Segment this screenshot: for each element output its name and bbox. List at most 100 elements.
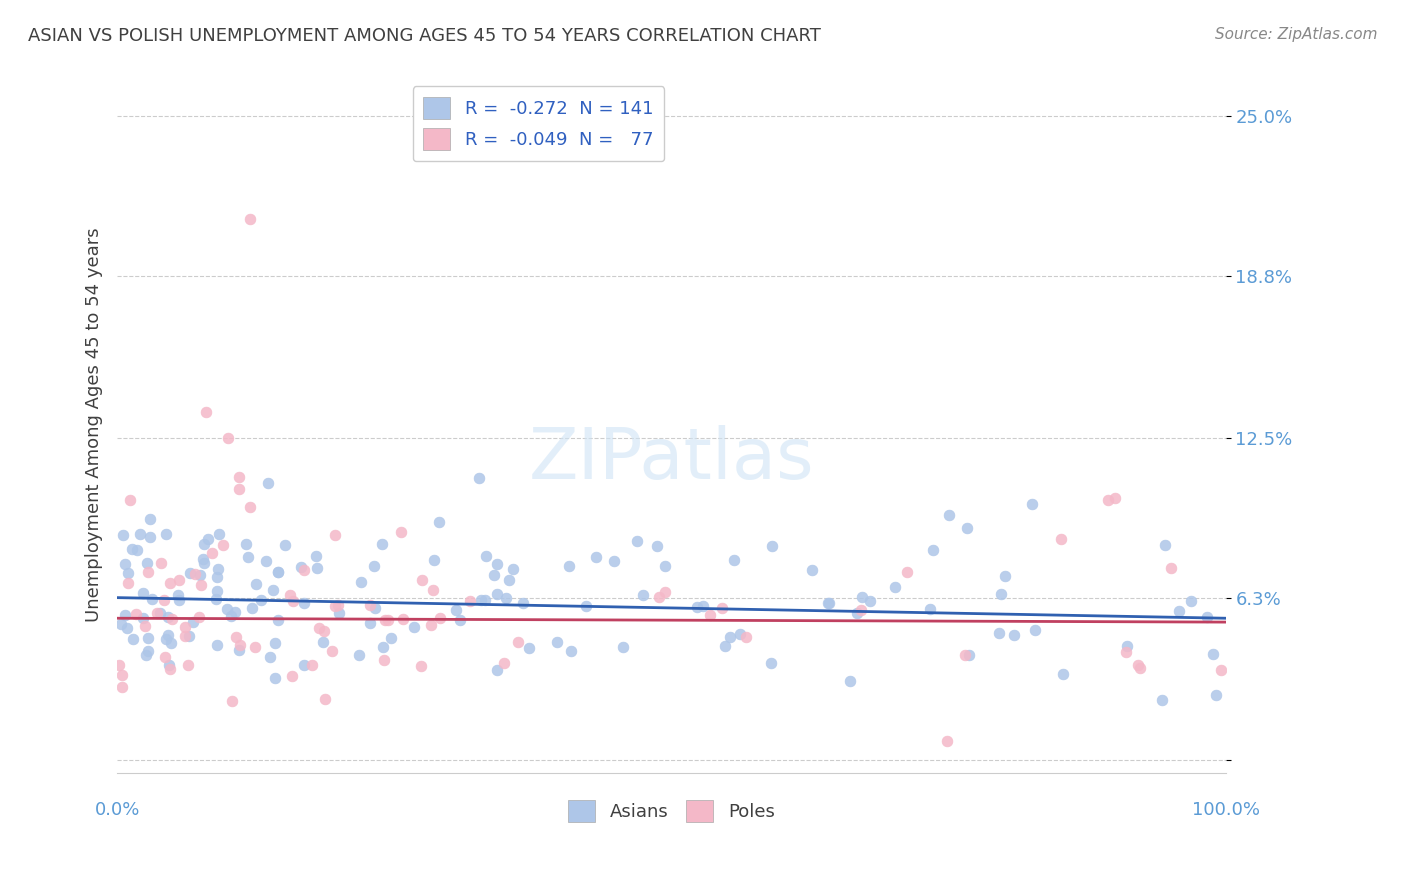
Point [380,631,402,645]
Point [458,594,481,608]
Text: 100.0%: 100.0% [1192,800,1260,819]
Point [193,557,215,571]
Point [167,573,190,587]
Point [392,611,415,625]
Point [292,563,315,577]
Point [177,629,200,643]
Point [127,542,149,557]
Point [1002,628,1025,642]
Point [404,620,426,634]
Point [136,644,159,658]
Point [155,632,177,647]
Point [136,632,159,646]
Point [492,657,515,671]
Point [245,577,267,591]
Point [718,630,741,644]
Point [114,607,136,622]
Point [990,586,1012,600]
Point [149,607,172,621]
Point [278,589,301,603]
Point [290,559,312,574]
Point [1115,639,1137,653]
Point [191,551,214,566]
Point [728,627,751,641]
Point [1154,538,1177,552]
Point [152,593,174,607]
Point [217,431,239,445]
Point [377,613,399,627]
Point [321,644,343,658]
Point [135,648,157,662]
Point [188,610,211,624]
Point [225,630,247,644]
Point [205,584,228,599]
Point [818,596,841,610]
Point [419,618,441,632]
Point [281,594,304,608]
Point [208,527,231,541]
Point [686,600,709,615]
Point [734,630,756,644]
Point [474,593,496,607]
Point [936,734,959,748]
Point [1202,647,1225,661]
Point [1180,594,1202,608]
Point [328,606,350,620]
Point [1168,604,1191,618]
Text: Source: ZipAtlas.com: Source: ZipAtlas.com [1215,27,1378,42]
Point [512,596,534,610]
Point [155,649,177,664]
Point [498,573,520,587]
Point [1052,667,1074,681]
Point [217,602,239,616]
Point [150,556,173,570]
Y-axis label: Unemployment Among Ages 45 to 54 years: Unemployment Among Ages 45 to 54 years [86,227,103,623]
Point [612,640,634,654]
Point [922,542,945,557]
Point [575,599,598,613]
Point [174,620,197,634]
Point [169,592,191,607]
Point [517,641,540,656]
Point [486,663,509,677]
Point [654,558,676,573]
Point [267,565,290,579]
Point [267,565,290,579]
Point [156,609,179,624]
Point [558,558,581,573]
Point [308,621,330,635]
Point [281,668,304,682]
Point [859,594,882,608]
Point [139,530,162,544]
Point [224,605,246,619]
Point [239,500,262,515]
Point [236,550,259,565]
Point [274,538,297,552]
Point [110,617,132,632]
Point [427,515,450,529]
Point [228,483,250,497]
Point [132,611,155,625]
Point [956,521,979,535]
Point [363,559,385,574]
Point [1205,689,1227,703]
Point [918,602,941,616]
Point [107,657,129,672]
Point [1024,624,1046,638]
Point [474,549,496,563]
Point [188,567,211,582]
Point [207,562,229,576]
Point [374,613,396,627]
Point [259,649,281,664]
Point [1150,693,1173,707]
Point [486,557,509,571]
Point [449,613,471,627]
Point [115,621,138,635]
Point [205,639,228,653]
Point [938,508,960,523]
Point [160,612,183,626]
Point [371,537,394,551]
Point [118,492,141,507]
Point [506,635,529,649]
Text: ASIAN VS POLISH UNEMPLOYMENT AMONG AGES 45 TO 54 YEARS CORRELATION CHART: ASIAN VS POLISH UNEMPLOYMENT AMONG AGES … [28,27,821,45]
